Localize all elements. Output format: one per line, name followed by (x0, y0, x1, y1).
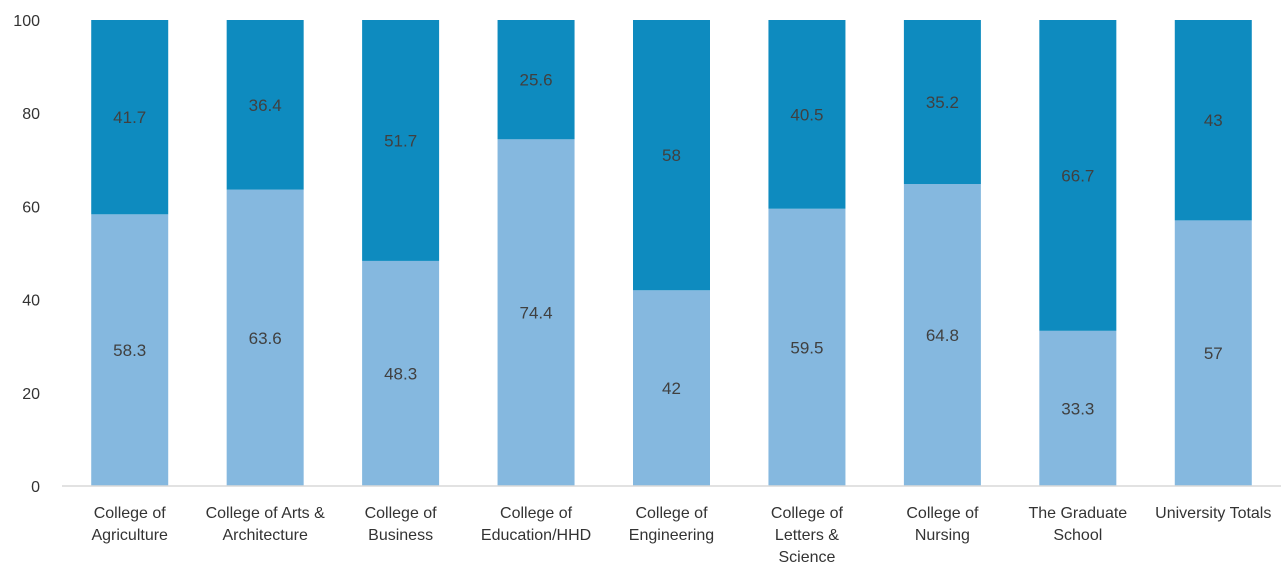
data-label: 40.5 (790, 105, 823, 124)
x-tick-label-line: College of (365, 505, 438, 522)
data-label: 35.2 (926, 93, 959, 112)
y-tick-label: 40 (22, 293, 40, 310)
data-label: 64.8 (926, 326, 959, 345)
x-tick-label-line: Architecture (222, 527, 307, 544)
bar-segment (362, 260, 440, 486)
x-tick-label: College of Letters & Science (771, 505, 844, 566)
bar-segment (1039, 20, 1117, 331)
bar-segment (1174, 220, 1252, 486)
data-label: 57 (1204, 344, 1223, 363)
x-tick-label-line: School (1053, 527, 1102, 544)
x-tick-label: College of Education/HHD (481, 505, 591, 544)
data-label: 66.7 (1061, 166, 1094, 185)
y-tick-label: 20 (22, 386, 40, 403)
data-label: 33.3 (1061, 399, 1094, 418)
x-tick-label-line: College of Arts & (206, 505, 326, 522)
bar-segment (1039, 330, 1117, 486)
data-label: 43 (1204, 111, 1223, 130)
bar-segment (1174, 20, 1252, 221)
data-labels-layer: 58.3 41.7 63.6 36.4 48.3 51.7 74.4 25.6 42 58 59.5… (113, 71, 1223, 419)
data-label: 41.7 (113, 108, 146, 127)
x-tick-label-line: College of (635, 505, 708, 522)
bar-segment (497, 139, 575, 486)
bar-segment (497, 20, 575, 140)
data-label: 25.6 (520, 71, 553, 90)
y-tick-label: 0 (31, 479, 40, 496)
y-axis: 0 20 40 60 80 100 (13, 13, 40, 496)
x-tick-label-line: Science (778, 549, 835, 566)
bar-segment (768, 20, 846, 209)
bars-layer (91, 20, 1252, 487)
bar-segment (903, 20, 981, 185)
bar-segment (903, 184, 981, 487)
x-tick-label-line: Agriculture (91, 527, 168, 544)
data-label: 59.5 (790, 338, 823, 357)
bar-segment (226, 189, 304, 486)
x-tick-label-line: University Totals (1155, 505, 1271, 522)
data-label: 51.7 (384, 131, 417, 150)
bar-segment (91, 214, 169, 486)
data-label: 58.3 (113, 341, 146, 360)
y-tick-label: 100 (13, 13, 40, 30)
bar-segment (633, 290, 710, 486)
data-label: 48.3 (384, 364, 417, 383)
x-tick-label: University Totals (1155, 505, 1271, 522)
bar-segment (91, 20, 169, 215)
data-label: 36.4 (249, 96, 282, 115)
x-tick-label-line: College of (94, 505, 167, 522)
bar-segment (226, 20, 304, 190)
x-tick-label-line: Engineering (629, 527, 714, 544)
y-tick-label: 60 (22, 199, 40, 216)
data-label: 58 (662, 146, 681, 165)
x-tick-label-line: Nursing (915, 527, 970, 544)
x-tick-label-line: College of (500, 505, 573, 522)
x-tick-label-line: The Graduate (1028, 505, 1127, 522)
x-tick-label-line: Letters & (775, 527, 839, 544)
x-tick-label: College of Agriculture (91, 505, 168, 544)
x-tick-label-line: Business (368, 527, 433, 544)
x-tick-label-line: College of (906, 505, 979, 522)
x-tick-label: The Graduate School (1028, 505, 1127, 544)
x-tick-label: College of Nursing (906, 505, 979, 544)
data-label: 42 (662, 379, 681, 398)
data-label: 74.4 (520, 304, 553, 323)
x-tick-label-line: College of (771, 505, 844, 522)
x-tick-label: College of Engineering (629, 505, 714, 544)
bar-segment (362, 20, 440, 261)
data-label: 63.6 (249, 329, 282, 348)
x-tick-label-line: Education/HHD (481, 527, 591, 544)
y-tick-label: 80 (22, 106, 40, 123)
bar-segment (633, 20, 710, 291)
x-tick-label: College of Arts & Architecture (206, 505, 326, 544)
bar-segment (768, 208, 846, 487)
x-tick-label: College of Business (365, 505, 438, 544)
x-axis: College of Agriculture College of Arts & Ar… (91, 505, 1271, 566)
